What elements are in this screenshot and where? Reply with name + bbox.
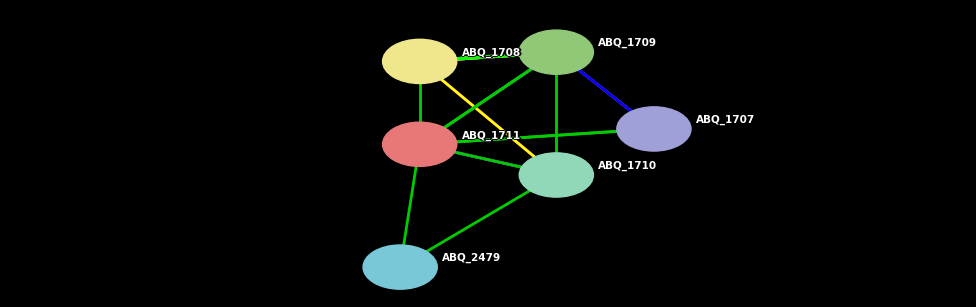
- Text: ABQ_2479: ABQ_2479: [442, 252, 502, 262]
- Text: ABQ_1709: ABQ_1709: [598, 39, 657, 49]
- Text: ABQ_1707: ABQ_1707: [696, 116, 755, 126]
- Text: ABQ_2479: ABQ_2479: [440, 253, 500, 263]
- Text: ABQ_2479: ABQ_2479: [444, 253, 504, 263]
- Text: ABQ_1708: ABQ_1708: [462, 46, 521, 57]
- Text: ABQ_1709: ABQ_1709: [598, 38, 657, 49]
- Text: ABQ_1709: ABQ_1709: [596, 38, 655, 49]
- Text: ABQ_1710: ABQ_1710: [598, 161, 658, 171]
- Text: ABQ_1710: ABQ_1710: [598, 160, 658, 170]
- Text: ABQ_1707: ABQ_1707: [698, 115, 757, 125]
- Text: ABQ_1709: ABQ_1709: [600, 38, 659, 49]
- Text: ABQ_1711: ABQ_1711: [462, 131, 521, 142]
- Text: ABQ_2479: ABQ_2479: [442, 254, 502, 264]
- Ellipse shape: [383, 122, 457, 166]
- Text: ABQ_1708: ABQ_1708: [464, 47, 523, 58]
- Text: ABQ_1707: ABQ_1707: [696, 115, 755, 125]
- Text: ABQ_2479: ABQ_2479: [442, 253, 502, 263]
- Text: ABQ_1709: ABQ_1709: [598, 37, 657, 48]
- Text: ABQ_1711: ABQ_1711: [460, 130, 519, 141]
- Text: ABQ_1708: ABQ_1708: [462, 48, 521, 59]
- Ellipse shape: [363, 245, 437, 289]
- Text: ABQ_1708: ABQ_1708: [462, 47, 521, 58]
- Ellipse shape: [383, 39, 457, 84]
- Text: ABQ_1710: ABQ_1710: [596, 161, 656, 171]
- Text: ABQ_1710: ABQ_1710: [598, 162, 658, 172]
- Text: ABQ_1711: ABQ_1711: [462, 130, 521, 141]
- Text: ABQ_1707: ABQ_1707: [696, 114, 755, 124]
- Ellipse shape: [519, 153, 593, 197]
- Ellipse shape: [617, 107, 691, 151]
- Text: ABQ_1711: ABQ_1711: [464, 130, 523, 141]
- Text: ABQ_1711: ABQ_1711: [462, 129, 521, 140]
- Text: ABQ_1708: ABQ_1708: [460, 47, 519, 58]
- Ellipse shape: [519, 30, 593, 74]
- Text: ABQ_1710: ABQ_1710: [600, 161, 660, 171]
- Text: ABQ_1707: ABQ_1707: [694, 115, 753, 125]
